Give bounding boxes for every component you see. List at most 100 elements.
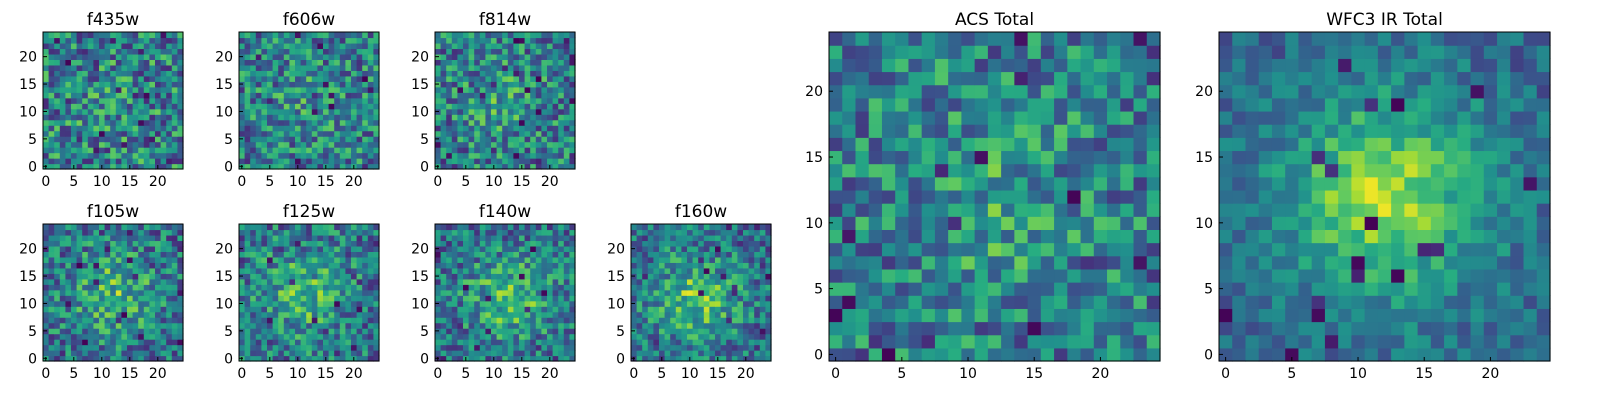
heatmap-cell	[541, 262, 548, 269]
heatmap-cell	[306, 64, 313, 71]
heatmap-cell	[121, 70, 128, 77]
heatmap-cell	[530, 278, 537, 285]
heatmap-cell	[1107, 321, 1121, 336]
heatmap-cell	[171, 289, 178, 296]
heatmap-cell	[311, 59, 318, 66]
heatmap-cell	[43, 262, 50, 269]
heatmap-cell	[754, 355, 761, 362]
heatmap-cell	[703, 333, 710, 340]
heatmap-cell	[43, 48, 50, 55]
heatmap-cell	[283, 163, 290, 170]
heatmap-cell	[317, 262, 324, 269]
heatmap-cell	[250, 152, 257, 159]
heatmap-cell	[367, 289, 374, 296]
heatmap-cell	[171, 333, 178, 340]
heatmap-cell	[664, 339, 671, 346]
heatmap-cell	[48, 163, 55, 170]
heatmap-cell	[491, 42, 498, 50]
heatmap-cell	[636, 289, 643, 296]
heatmap-cell	[563, 130, 570, 137]
heatmap-cell	[451, 229, 458, 236]
heatmap-cell	[496, 42, 503, 50]
heatmap-cell	[895, 163, 910, 178]
heatmap-cell	[502, 344, 509, 351]
heatmap-cell	[295, 229, 302, 236]
heatmap-cell	[474, 333, 481, 340]
heatmap-cell	[468, 289, 475, 296]
heatmap-cell	[563, 333, 570, 340]
heatmap-cell	[670, 333, 677, 340]
heatmap-cell	[300, 108, 307, 115]
heatmap-cell	[726, 273, 733, 280]
heatmap-cell	[166, 125, 173, 132]
heatmap-cell	[104, 86, 111, 93]
heatmap-cell	[272, 355, 279, 362]
heatmap-cell	[502, 86, 509, 93]
heatmap-cell	[362, 328, 369, 335]
heatmap-cell	[261, 141, 268, 148]
heatmap-cell	[743, 306, 750, 313]
heatmap-cell	[71, 317, 78, 324]
heatmap-cell	[502, 48, 509, 55]
heatmap-cell	[687, 251, 694, 258]
heatmap-cell	[463, 42, 470, 50]
heatmap-cell	[552, 245, 559, 252]
heatmap-cell	[323, 108, 330, 115]
heatmap-cell	[636, 262, 643, 269]
heatmap-cell	[59, 273, 66, 280]
heatmap-cell	[519, 97, 526, 104]
heatmap-cell	[311, 108, 318, 115]
heatmap-cell	[731, 295, 738, 302]
heatmap-cell	[127, 32, 134, 39]
heatmap-cell	[82, 355, 89, 362]
heatmap-cell	[278, 240, 285, 247]
heatmap-cell	[670, 350, 677, 357]
heatmap-cell	[513, 152, 520, 159]
heatmap-cell	[48, 273, 55, 280]
heatmap-cell	[1027, 176, 1042, 191]
heatmap-cell	[513, 339, 520, 346]
heatmap-cell	[485, 163, 492, 170]
heatmap-cell	[541, 119, 548, 126]
heatmap-cell	[160, 103, 167, 110]
heatmap-cell	[250, 322, 257, 329]
heatmap-cell	[474, 295, 481, 302]
heatmap-cell	[82, 37, 89, 44]
heatmap-cell	[367, 229, 374, 236]
heatmap-cell	[1107, 334, 1121, 349]
heatmap-cell	[681, 355, 688, 362]
heatmap-cell	[692, 251, 699, 258]
heatmap-cell	[558, 37, 565, 44]
heatmap-cell	[519, 224, 526, 231]
heatmap-cell	[698, 344, 705, 351]
heatmap-cell	[479, 81, 486, 88]
heatmap-cell	[300, 344, 307, 351]
heatmap-cell	[272, 289, 279, 296]
heatmap-cell	[519, 125, 526, 132]
heatmap-cell	[681, 284, 688, 291]
heatmap-cell	[71, 273, 78, 280]
heatmap-cell	[317, 333, 324, 340]
heatmap-cell	[110, 86, 117, 93]
heatmap-cell	[300, 125, 307, 132]
heatmap-cell	[463, 130, 470, 137]
heatmap-cell	[289, 355, 296, 362]
heatmap-cell	[463, 306, 470, 313]
heatmap-cell	[698, 224, 705, 231]
heatmap-cell	[48, 333, 55, 340]
heatmap-cell	[440, 125, 447, 132]
heatmap-cell	[171, 278, 178, 285]
heatmap-cell	[855, 110, 870, 125]
heatmap-cell	[48, 147, 55, 154]
heatmap-cell	[255, 262, 262, 269]
heatmap-cell	[317, 224, 324, 231]
heatmap-cell	[334, 103, 341, 110]
heatmap-cell	[289, 284, 296, 291]
heatmap-cell	[82, 53, 89, 60]
heatmap-cell	[367, 86, 374, 93]
heatmap-cell	[1107, 308, 1121, 323]
heatmap-cell	[485, 59, 492, 66]
heatmap-cell	[468, 229, 475, 236]
heatmap-cell	[295, 333, 302, 340]
heatmap-cell	[261, 224, 268, 231]
